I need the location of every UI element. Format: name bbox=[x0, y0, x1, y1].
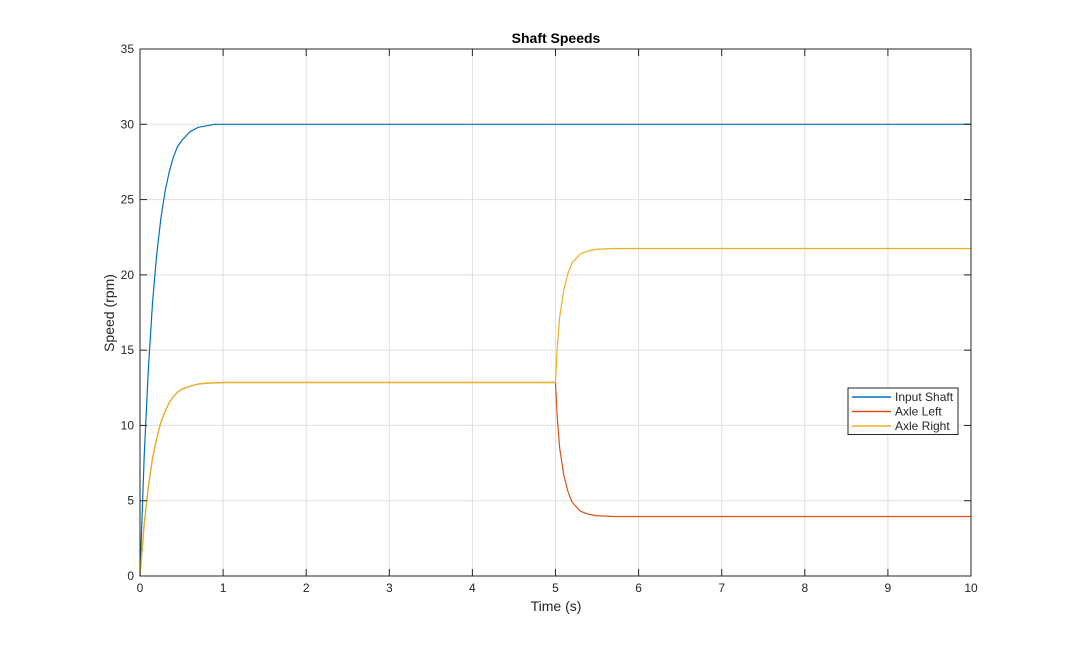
x-tick-label: 7 bbox=[718, 581, 725, 595]
x-tick-label: 0 bbox=[137, 581, 144, 595]
x-axis-title: Time (s) bbox=[531, 598, 582, 614]
y-tick-label: 10 bbox=[121, 418, 135, 432]
legend-label-1: Input Shaft bbox=[895, 390, 954, 404]
x-tick-label: 2 bbox=[303, 581, 310, 595]
y-tick-label: 35 bbox=[121, 42, 135, 56]
x-tick-label: 3 bbox=[386, 581, 393, 595]
x-tick-label: 10 bbox=[964, 581, 978, 595]
y-tick-label: 0 bbox=[127, 569, 134, 583]
plot-lines bbox=[139, 123, 971, 577]
x-tick-label: 6 bbox=[635, 581, 642, 595]
legend-label-3: Axle Right bbox=[895, 419, 950, 433]
axes: 0 1 2 3 4 5 6 7 8 9 10 0 5 10 15 20 25 30 35 bbox=[121, 42, 978, 595]
x-tick-label: 1 bbox=[220, 581, 227, 595]
series-line-3 bbox=[139, 247, 971, 577]
y-tick-label: 15 bbox=[121, 343, 135, 357]
y-tick-label: 5 bbox=[127, 494, 134, 508]
y-tick-label: 30 bbox=[121, 117, 135, 131]
grid bbox=[140, 49, 971, 576]
y-tick-label: 20 bbox=[121, 268, 135, 282]
chart-title: Shaft Speeds bbox=[512, 30, 601, 46]
series-line-1 bbox=[139, 123, 971, 577]
x-tick-label: 9 bbox=[885, 581, 892, 595]
y-axis-title: Speed (rpm) bbox=[101, 274, 117, 352]
x-tick-label: 5 bbox=[552, 581, 559, 595]
x-tick-label: 4 bbox=[469, 581, 476, 595]
legend-label-2: Axle Left bbox=[895, 405, 942, 419]
y-tick-label: 25 bbox=[121, 193, 135, 207]
x-tick-label: 8 bbox=[801, 581, 808, 595]
